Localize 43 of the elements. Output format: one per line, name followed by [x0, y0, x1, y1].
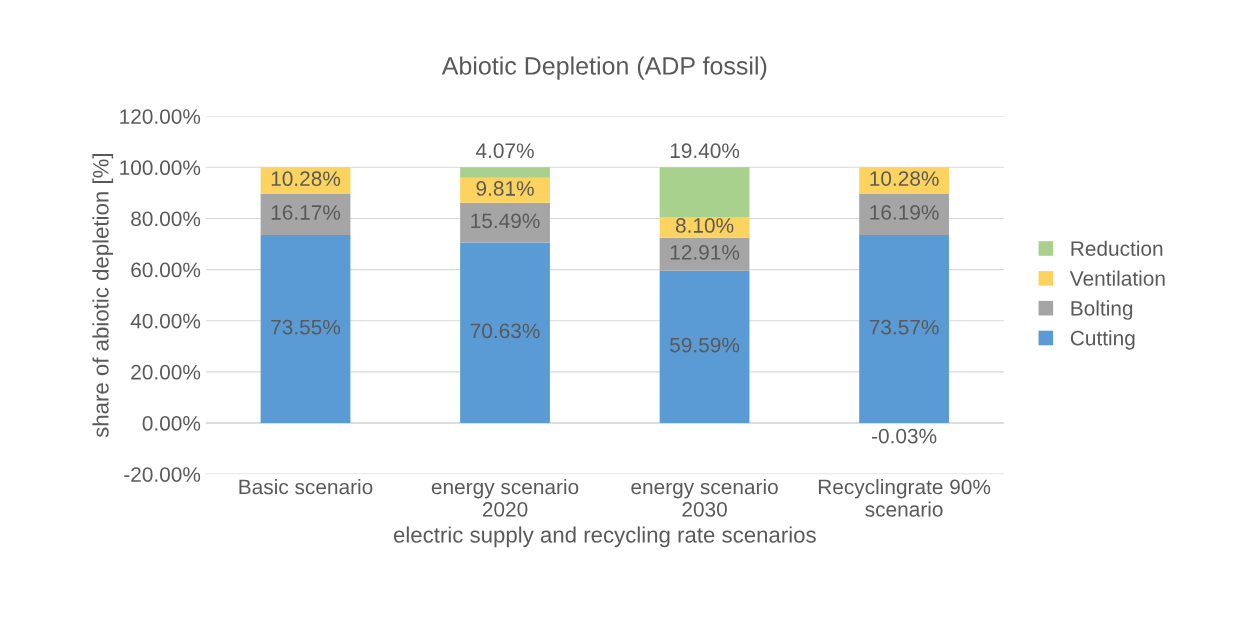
y-tick-label: 60.00%: [131, 262, 201, 278]
bar: [859, 234, 949, 423]
data-label: 59.59%: [670, 337, 740, 353]
bar: [659, 270, 750, 423]
data-label: 4.07%: [475, 143, 534, 159]
legend-label: Cutting: [1070, 330, 1135, 350]
x-tick-label: Basic scenario: [239, 479, 373, 495]
legend-label: Bolting: [1071, 300, 1133, 320]
y-tick-label: 40.00%: [130, 313, 201, 329]
data-label: 12.91%: [670, 244, 740, 260]
y-axis-title: share of abiotic depletion [%]: [92, 154, 114, 438]
y-tick-label: 20.00%: [131, 364, 201, 380]
bar: [260, 234, 351, 423]
data-label: 15.49%: [471, 213, 540, 229]
bar: [659, 167, 750, 217]
legend-label: Reduction: [1071, 240, 1163, 256]
data-label: 70.63%: [470, 323, 540, 339]
data-label: 73.55%: [271, 319, 341, 335]
bar: [460, 167, 550, 178]
legend-label: Ventilation: [1069, 270, 1165, 286]
y-tick-label: -20.00%: [124, 467, 201, 482]
bar: [859, 193, 949, 235]
chart-title: Abiotic Depletion (ADP fossil): [441, 56, 767, 80]
data-label: 10.28%: [271, 171, 341, 187]
data-label: 9.81%: [476, 181, 534, 196]
x-tick-label: energy scenario 2030: [631, 479, 778, 517]
data-label: 10.28%: [870, 171, 939, 186]
y-tick-label: 100.00%: [120, 160, 201, 176]
data-label: 8.10%: [675, 218, 734, 233]
x-tick-label: energy scenario 2020: [431, 479, 579, 517]
bar: [260, 193, 351, 235]
data-label: -0.03%: [872, 428, 937, 444]
y-tick-label: 80.00%: [131, 211, 201, 227]
x-axis-title: electric supply and recycling rate scenarios: [393, 526, 816, 548]
bar: [460, 202, 550, 243]
data-label: 73.57%: [869, 319, 939, 335]
data-label: 16.19%: [870, 205, 939, 220]
x-tick-label: Recyclingrate 90% scenario: [818, 479, 991, 517]
y-tick-label: 0.00%: [142, 416, 201, 431]
bar: [460, 242, 550, 423]
data-label: 16.17%: [271, 205, 341, 220]
y-tick-label: 120.00%: [120, 109, 201, 124]
data-label: 19.40%: [670, 143, 740, 159]
